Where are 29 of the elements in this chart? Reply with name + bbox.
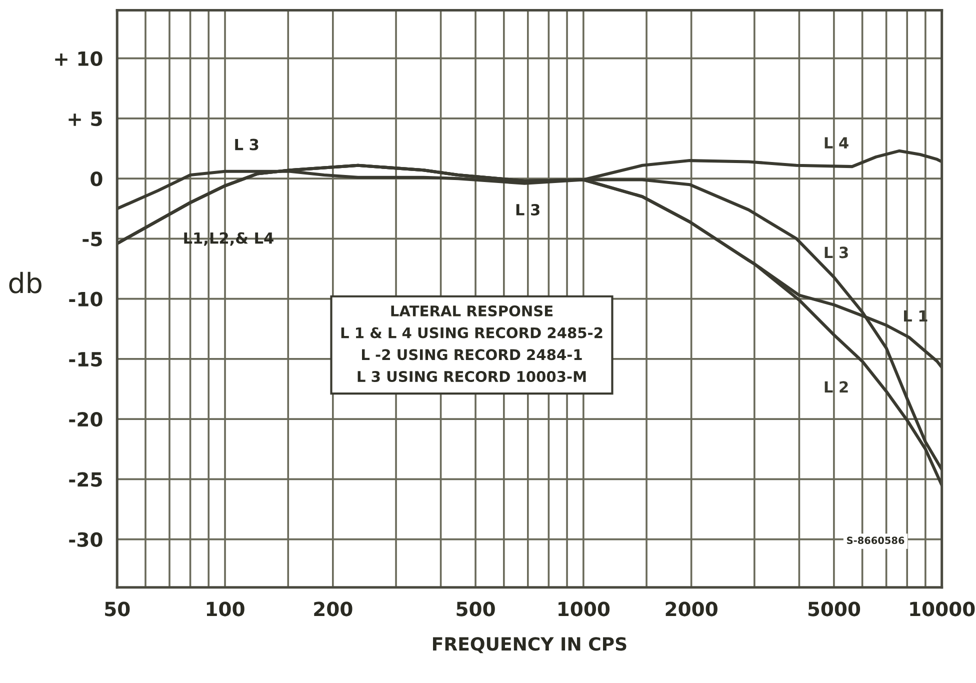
x-tick-label: 1000	[558, 602, 610, 616]
annotation: L -2 USING RECORD 2484-1	[362, 349, 582, 360]
y-tick-label: -20	[69, 412, 102, 427]
annotation: S-8660586	[847, 536, 904, 544]
x-tick-label: 5000	[808, 602, 860, 616]
x-tick-label: 100	[206, 602, 244, 616]
y-tick-label: 0	[90, 172, 102, 186]
y-tick-label: -5	[82, 232, 102, 246]
annotation: L 1 & L 4 USING RECORD 2485-2	[341, 327, 602, 338]
x-tick-label: 50	[105, 602, 130, 616]
y-tick-label: + 10	[55, 51, 102, 66]
x-tick-label: 2000	[666, 602, 718, 616]
y-tick-label: -10	[69, 292, 102, 306]
y-tick-label: -30	[69, 532, 102, 547]
series-label: L 2	[824, 381, 848, 392]
annotation: L 3 USING RECORD 10003-M	[358, 370, 586, 382]
x-tick-label: 10000	[910, 602, 975, 616]
x-axis-title: FREQUENCY IN CPS	[433, 637, 626, 654]
x-tick-label: 200	[314, 602, 352, 616]
y-tick-label: -15	[69, 352, 102, 367]
annotation: L 3	[516, 204, 540, 216]
y-tick-label: + 5	[68, 112, 102, 126]
series-label: L 3	[824, 246, 848, 258]
x-tick-label: 500	[456, 602, 495, 616]
annotation: L 3	[235, 138, 258, 150]
annotation: LATERAL RESPONSE	[391, 305, 553, 316]
y-tick-label: -25	[69, 472, 102, 487]
y-axis-title: db	[9, 272, 42, 294]
series-label: L 4	[824, 137, 848, 148]
